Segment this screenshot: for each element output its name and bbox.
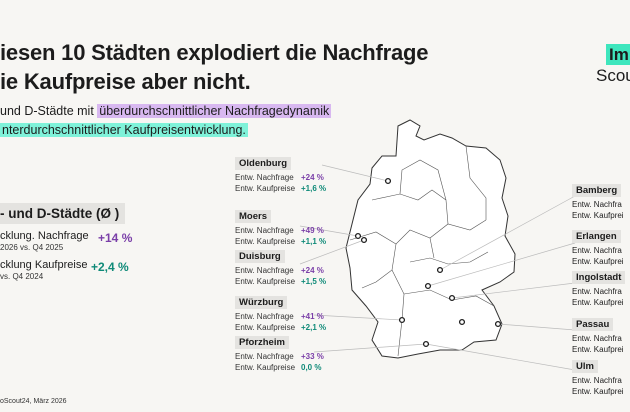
- marker-duisburg: [360, 236, 368, 244]
- city-name: Oldenburg: [235, 157, 292, 170]
- subtitle-highlight-price: nterdurchschnittlicher Kaufpreisentwickl…: [0, 123, 248, 137]
- subtitle: und D-Städte mit überdurchschnittlicher …: [0, 102, 332, 140]
- demand-value: +41 %: [301, 312, 324, 321]
- city-name: Ulm: [572, 360, 598, 373]
- city-name: Erlangen: [572, 230, 621, 243]
- immoscout-logo: Im Scou: [596, 44, 630, 86]
- city-card-oldenburg: Oldenburg Entw. Nachfrage +24 % Entw. Kau…: [235, 157, 327, 193]
- average-price-value: +2,4 %: [91, 260, 129, 274]
- headline: iesen 10 Städten explodiert die Nachfrag…: [0, 38, 428, 96]
- average-price-row: cklung Kaufpreise vs. Q4 2024: [0, 259, 87, 283]
- city-card-passau: Passau Entw. Nachfra Entw. Kaufprei: [572, 318, 624, 354]
- price-value: +1,1 %: [301, 237, 327, 246]
- demand-value: +33 %: [301, 352, 324, 361]
- source-note: oScout24, März 2026: [0, 398, 67, 405]
- marker-erlangen: [424, 282, 432, 290]
- logo-part-2: Scou: [596, 66, 630, 85]
- city-name: Duisburg: [235, 250, 285, 263]
- marker-oldenburg: [384, 177, 392, 185]
- marker-wuerzburg: [398, 316, 406, 324]
- city-card-wuerzburg: Würzburg Entw. Nachfrage +41 % Entw. Kauf…: [235, 296, 327, 332]
- city-card-erlangen: Erlangen Entw. Nachfra Entw. Kaufprei: [572, 230, 624, 266]
- city-name: Pforzheim: [235, 336, 289, 349]
- marker-bamberg: [436, 266, 444, 274]
- marker-ingolstadt: [448, 294, 456, 302]
- headline-line-2: ie Kaufpreise aber nicht.: [0, 69, 251, 94]
- city-name: Ingolstadt: [572, 271, 626, 284]
- marker-moers: [354, 232, 362, 240]
- average-price-period: vs. Q4 2024: [0, 272, 44, 281]
- city-card-ingolstadt: Ingolstadt Entw. Nachfra Entw. Kaufprei: [572, 271, 626, 307]
- average-demand-value: +14 %: [98, 231, 133, 245]
- marker-passau: [494, 320, 502, 328]
- city-name: Moers: [235, 210, 271, 223]
- city-name: Würzburg: [235, 296, 288, 309]
- average-demand-row: cklung. Nachfrage 2026 vs. Q4 2025: [0, 230, 89, 254]
- state-borders: [349, 145, 495, 357]
- demand-value: +49 %: [301, 226, 324, 235]
- average-heading: - und D-Städte (Ø ): [0, 203, 126, 224]
- city-card-ulm: Ulm Entw. Nachfra Entw. Kaufprei: [572, 360, 624, 396]
- demand-value: +24 %: [301, 266, 324, 275]
- price-value: +1,5 %: [301, 277, 327, 286]
- average-price-label: cklung Kaufpreise: [0, 259, 88, 271]
- subtitle-highlight-demand: überdurchschnittlicher Nachfragedynamik: [97, 104, 332, 118]
- price-value: 0,0 %: [301, 363, 322, 372]
- demand-value: +24 %: [301, 173, 324, 182]
- price-value: +1,6 %: [301, 184, 327, 193]
- average-demand-label: cklung. Nachfrage: [0, 230, 89, 242]
- marker-ulm: [458, 318, 466, 326]
- city-name: Bamberg: [572, 184, 622, 197]
- subtitle-prefix: und D-Städte mit: [0, 104, 94, 118]
- logo-part-1: Im: [606, 44, 630, 65]
- city-card-bamberg: Bamberg Entw. Nachfra Entw. Kaufprei: [572, 184, 624, 220]
- city-name: Passau: [572, 318, 614, 331]
- city-card-duisburg: Duisburg Entw. Nachfrage +24 % Entw. Kauf…: [235, 250, 327, 286]
- average-demand-period: 2026 vs. Q4 2025: [0, 243, 64, 252]
- city-card-moers: Moers Entw. Nachfrage +49 % Entw. Kaufpre…: [235, 210, 327, 246]
- city-markers: [354, 177, 502, 348]
- price-value: +2,1 %: [301, 323, 327, 332]
- headline-line-1: iesen 10 Städten explodiert die Nachfrag…: [0, 40, 429, 65]
- marker-pforzheim: [422, 340, 430, 348]
- leader-lines: [299, 164, 576, 371]
- city-card-pforzheim: Pforzheim Entw. Nachfrage +33 % Entw. Kau…: [235, 336, 324, 372]
